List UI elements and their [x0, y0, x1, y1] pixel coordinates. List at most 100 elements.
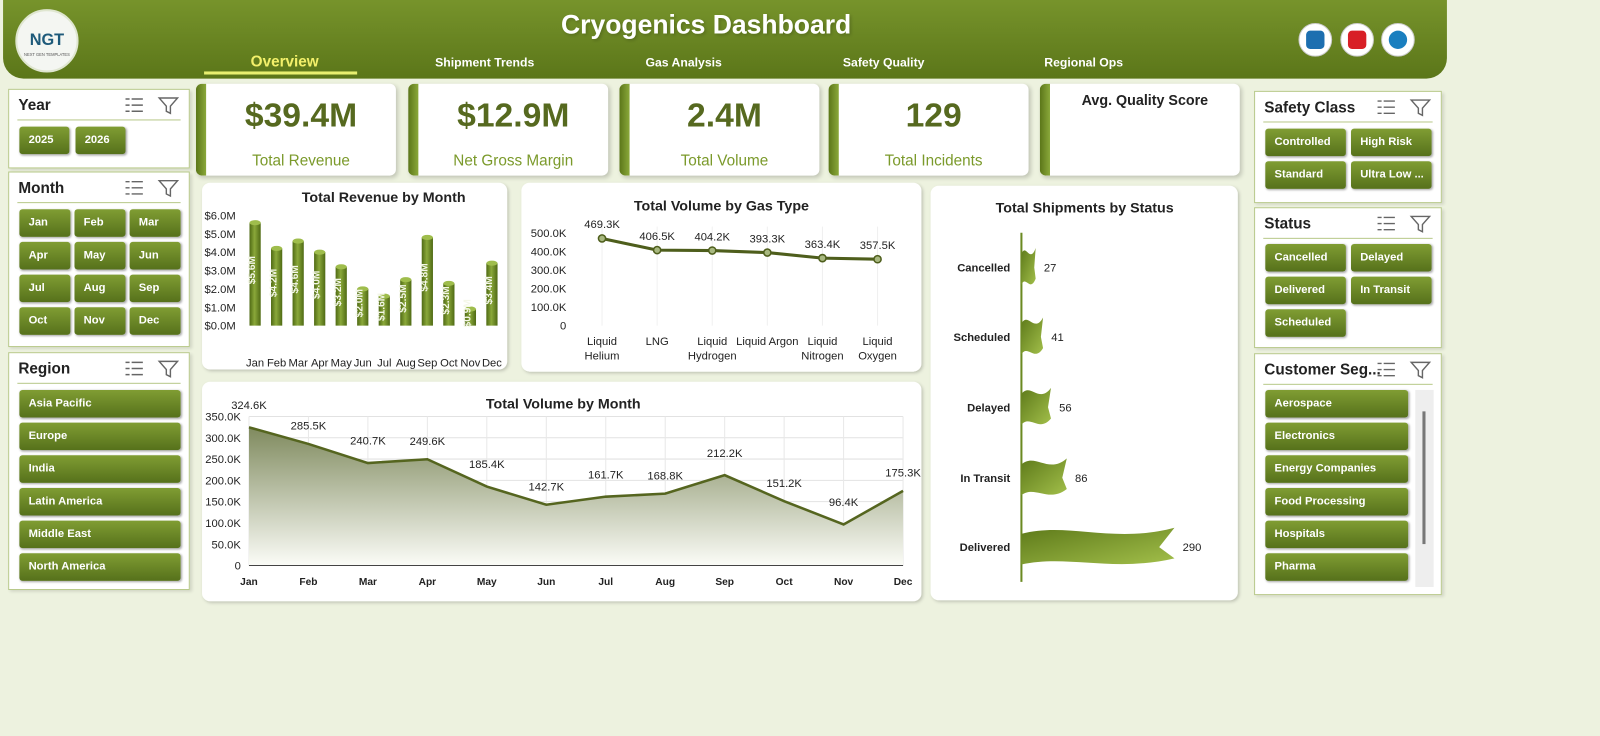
point	[873, 254, 882, 264]
data-label: $2.0M	[355, 289, 366, 317]
x-tick-label: Dec	[894, 577, 913, 588]
slicer: Region Asia Pacific Europe India Latin Ameri…	[8, 352, 190, 591]
kpi-value: 2.4M	[687, 95, 762, 134]
slicer-button[interactable]: 2026	[75, 126, 126, 155]
x-tick-label: Nov	[460, 357, 480, 369]
data-label: 393.3K	[750, 233, 786, 245]
scroll-thumb	[1422, 411, 1426, 545]
x-tick-label: May	[331, 357, 353, 369]
bar	[464, 309, 477, 326]
bar	[378, 296, 390, 326]
nav-tab[interactable]: Overview	[251, 53, 319, 70]
slicer-button[interactable]: Food Processing	[1265, 487, 1409, 516]
slicer-button[interactable]: Oct	[19, 307, 71, 335]
linkedin-icon[interactable]	[1298, 22, 1333, 57]
nav-tab[interactable]: Regional Ops	[1044, 55, 1123, 69]
slicer-button[interactable]: Ultra Low ...	[1351, 161, 1432, 189]
data-label: $4.0M	[312, 271, 323, 299]
slicer-button[interactable]: Electronics	[1265, 422, 1409, 451]
x-tick-label: Jun	[354, 357, 372, 369]
bar-cap	[443, 280, 455, 286]
bar-cap	[335, 264, 347, 270]
y-tick-label: $4.0M	[205, 247, 236, 259]
bar	[400, 279, 412, 326]
kpi-stripe	[408, 83, 419, 176]
flag-bar	[1021, 387, 1051, 425]
slicer-button[interactable]: Standard	[1265, 161, 1346, 189]
y-tick-label: 250.0K	[205, 454, 241, 466]
slicer-button[interactable]: India	[19, 455, 181, 483]
chart-card	[930, 185, 1238, 601]
chart-title: Total Volume by Month	[486, 396, 641, 412]
slicer-button[interactable]: Energy Companies	[1265, 455, 1409, 483]
youtube-icon[interactable]	[1340, 22, 1374, 57]
data-label: $2.3M	[441, 286, 452, 314]
y-tick-label: 350.0K	[205, 412, 241, 424]
slicer-button[interactable]: May	[74, 241, 126, 270]
slicer: Status Cancelled Delayed Delivered In Transi…	[1254, 207, 1442, 349]
y-tick-label: 100.0K	[531, 302, 567, 314]
y-tick-label: $2.0M	[205, 284, 236, 296]
y-tick-label: 100.0K	[205, 518, 241, 530]
x-tick-label: Oct	[776, 577, 794, 588]
active-tab-underline	[204, 71, 358, 75]
point	[818, 253, 827, 263]
bar	[292, 241, 304, 326]
slicer: Year 2025 2026	[8, 88, 190, 169]
x-tick-label: Liquid Nitrogen	[801, 335, 844, 363]
slicer-button[interactable]: Middle East	[19, 520, 181, 549]
slicer-title: Customer Seg...	[1264, 361, 1381, 379]
slicer-divider	[17, 202, 181, 204]
slicer-button[interactable]: 2025	[19, 126, 70, 155]
slicer-icons	[1377, 361, 1432, 379]
slicer-button[interactable]: Asia Pacific	[19, 389, 181, 418]
x-tick-label: Jan	[246, 357, 264, 369]
nav-tab[interactable]: Safety Quality	[843, 55, 925, 69]
slicer-button[interactable]: Nov	[74, 307, 126, 335]
slicer-button[interactable]: Latin America	[19, 487, 181, 516]
slicer-button[interactable]: In Transit	[1351, 276, 1432, 305]
slicer-button[interactable]: Aug	[74, 274, 126, 303]
slicer-button[interactable]: Delayed	[1351, 243, 1432, 272]
slicer-button[interactable]: Controlled	[1265, 128, 1346, 157]
y-tick-label: 300.0K	[531, 265, 567, 277]
flag-bar	[1021, 317, 1044, 355]
slicer-button[interactable]: Feb	[74, 209, 126, 237]
data-label: $4.6M	[290, 265, 301, 293]
slicer-button[interactable]: Pharma	[1265, 553, 1409, 581]
slicer-icons	[125, 360, 180, 378]
nav-tab[interactable]: Gas Analysis	[645, 55, 722, 69]
slicer-button[interactable]: Cancelled	[1265, 243, 1346, 272]
slicer-button[interactable]: Dec	[129, 307, 181, 335]
data-label: $3.2M	[333, 278, 344, 306]
x-tick-label: Liquid Argon	[736, 335, 799, 349]
slicer-icons	[1377, 215, 1432, 233]
slicer-button[interactable]: Jan	[19, 209, 71, 237]
bar-cap	[314, 249, 326, 255]
dashboard-title: Cryogenics Dashboard	[561, 10, 851, 40]
slicer-button[interactable]: Europe	[19, 422, 181, 451]
slicer-button[interactable]: Hospitals	[1265, 520, 1409, 549]
category-label: Scheduled	[953, 332, 1010, 344]
slicer-button[interactable]: Delivered	[1265, 276, 1346, 305]
slicer-button[interactable]: High Risk	[1351, 128, 1432, 157]
y-tick-label: 200.0K	[531, 284, 567, 296]
bar	[443, 283, 455, 326]
slicer-button[interactable]: Jun	[129, 241, 181, 270]
slicer-button[interactable]: Jul	[19, 274, 71, 303]
slicer-button[interactable]: Sep	[129, 274, 181, 303]
data-label: 142.7K	[529, 481, 565, 493]
kpi-stripe	[828, 83, 839, 176]
kpi-label: Total Incidents	[884, 152, 983, 170]
slicer-button[interactable]: Scheduled	[1265, 309, 1346, 337]
data-label: 240.7K	[350, 436, 386, 448]
slicer-button[interactable]: North America	[19, 553, 181, 581]
slicer-button[interactable]: Mar	[129, 209, 181, 237]
website-icon[interactable]	[1381, 22, 1415, 57]
slicer-button[interactable]: Aerospace	[1265, 389, 1409, 418]
kpi-card: 2.4M Total Volume	[619, 83, 820, 176]
header-bar	[3, 0, 1447, 79]
x-tick-label: Mar	[359, 577, 377, 588]
nav-tab[interactable]: Shipment Trends	[435, 55, 534, 69]
slicer-button[interactable]: Apr	[19, 241, 71, 270]
